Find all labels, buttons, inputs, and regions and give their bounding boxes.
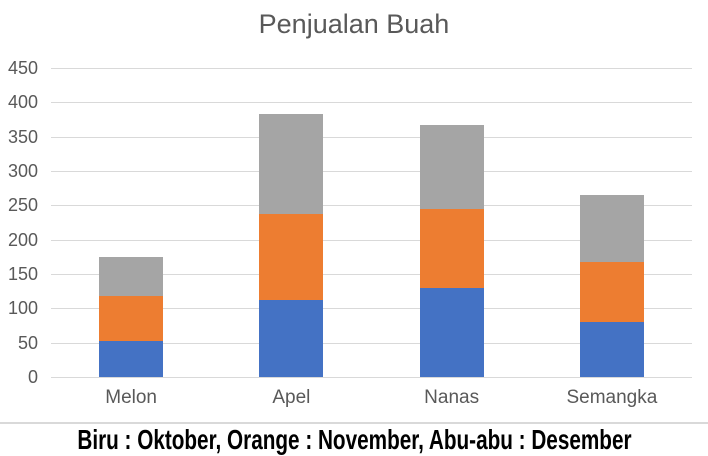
bar-segment-melon-oktober bbox=[99, 340, 164, 377]
x-axis-label-apel: Apel bbox=[272, 387, 311, 408]
y-tick-label: 400 bbox=[7, 92, 38, 113]
bar-segment-melon-desember bbox=[99, 256, 164, 296]
bar-segment-melon-november bbox=[99, 295, 164, 341]
bar-segment-nanas-oktober bbox=[419, 288, 484, 377]
bar-segment-nanas-november bbox=[419, 208, 484, 289]
gridline bbox=[51, 136, 692, 138]
gridline bbox=[51, 68, 692, 69]
gridline bbox=[51, 239, 692, 241]
plot-area: 0 50 100 150 200 250 300 350 400 450 Melon Apel Nana… bbox=[7, 58, 692, 408]
bar-segment-semangka-november bbox=[579, 262, 644, 323]
gridline bbox=[51, 102, 692, 104]
gridline bbox=[51, 171, 692, 172]
legend-caption-text: Biru : Oktober, Orange : November, Abu-a… bbox=[76, 423, 632, 455]
gridline bbox=[51, 308, 692, 310]
y-tick-label: 200 bbox=[7, 229, 38, 250]
bar-segment-semangka-desember bbox=[579, 195, 644, 263]
x-axis-label-semangka: Semangka bbox=[566, 387, 658, 408]
y-tick-label: 250 bbox=[7, 195, 38, 216]
legend-caption: Biru : Oktober, Orange : November, Abu-a… bbox=[0, 423, 708, 455]
separator-line bbox=[0, 422, 708, 424]
bar-segment-nanas-desember bbox=[419, 124, 484, 209]
y-tick-label: 350 bbox=[7, 126, 38, 147]
x-axis-label-melon: Melon bbox=[105, 387, 157, 408]
x-axis-label-nanas: Nanas bbox=[424, 387, 480, 408]
gridline bbox=[51, 205, 692, 207]
bar-segment-apel-oktober bbox=[259, 300, 324, 377]
y-tick-label: 0 bbox=[27, 367, 38, 387]
bar-segment-apel-november bbox=[259, 213, 324, 301]
y-tick-label: 300 bbox=[7, 161, 38, 181]
gridline bbox=[51, 274, 692, 275]
y-tick-label: 100 bbox=[7, 298, 38, 319]
gridline bbox=[51, 377, 692, 378]
bar-segment-semangka-oktober bbox=[579, 322, 644, 377]
y-tick-label: 150 bbox=[7, 264, 38, 284]
y-tick-label: 50 bbox=[17, 332, 38, 353]
chart-title: Penjualan Buah bbox=[258, 9, 450, 39]
y-tick-label: 450 bbox=[7, 58, 38, 78]
gridline bbox=[51, 342, 692, 344]
bar-segment-apel-desember bbox=[259, 114, 324, 214]
